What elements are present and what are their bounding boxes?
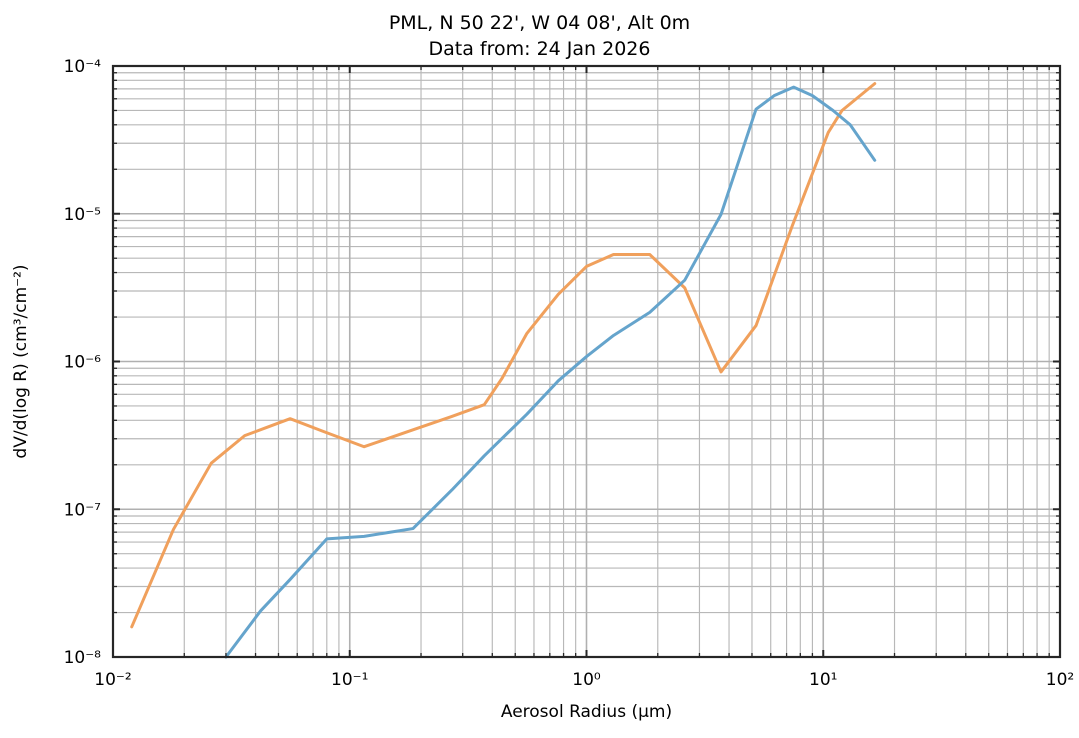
chart-title: PML, N 50 22', W 04 08', Alt 0m Data fro…: [388, 12, 691, 60]
series-blue: [224, 85, 877, 659]
ytick-label: 10⁻⁵: [64, 205, 101, 225]
xtick-label: 10¹: [809, 670, 837, 690]
ytick-label: 10⁻⁷: [64, 500, 102, 520]
yaxis-label: dV/d(log R) (cm³/cm⁻²): [11, 264, 31, 458]
axis-tick-labels: 10⁻² 10⁻¹ 10⁰ 10¹ 10² 10⁻⁸ 10⁻⁷ 10⁻⁶ 10⁻⁵ 10⁻⁴ Aer…: [11, 57, 1074, 722]
xtick-label: 10⁻¹: [331, 670, 368, 690]
xtick-label: 10²: [1046, 670, 1074, 690]
axis-ticks: [112, 65, 1061, 658]
xaxis-label: Aerosol Radius (μm): [501, 702, 672, 722]
xtick-label: 10⁻²: [94, 670, 131, 690]
data-series-group: [130, 82, 877, 659]
ytick-label: 10⁻⁶: [64, 353, 102, 373]
major-gridlines: [113, 66, 1060, 657]
xtick-label: 10⁰: [572, 670, 601, 690]
ytick-label: 10⁻⁸: [64, 648, 102, 668]
series-orange: [130, 82, 877, 629]
ytick-label: 10⁻⁴: [64, 57, 102, 77]
